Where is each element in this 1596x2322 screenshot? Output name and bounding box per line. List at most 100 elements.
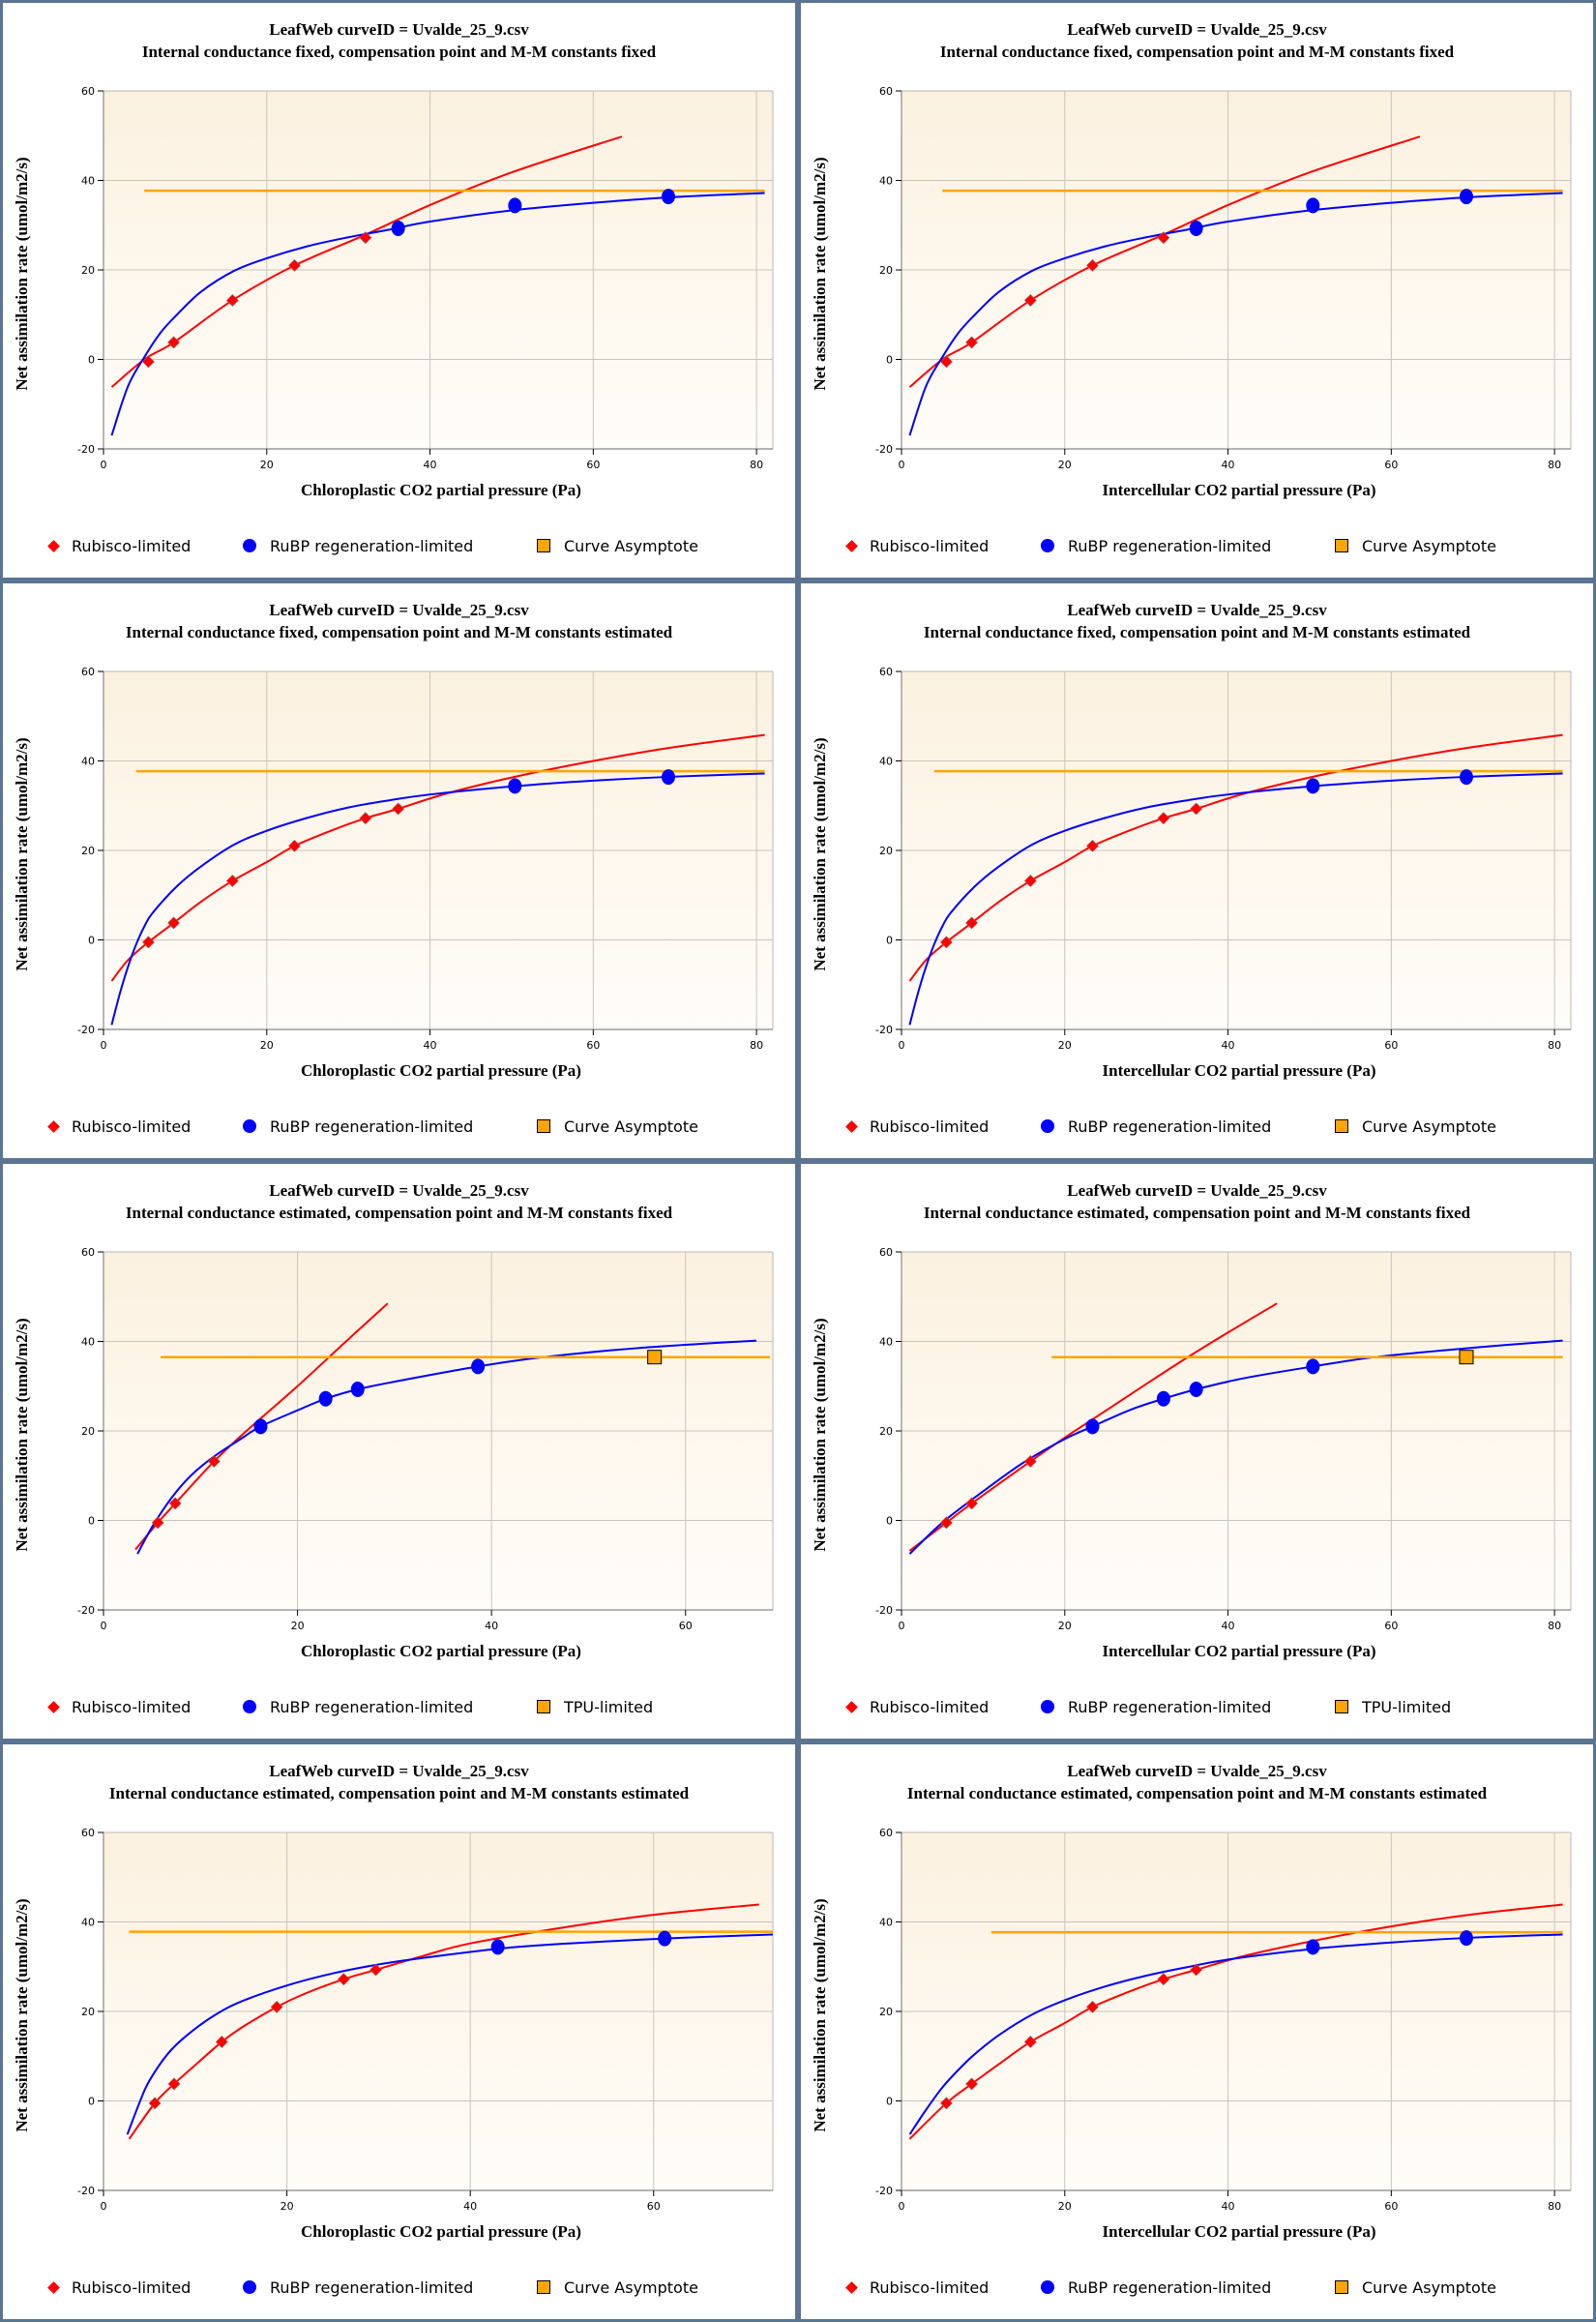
rubisco-point xyxy=(965,336,978,349)
rubisco-fit-curve xyxy=(110,733,765,982)
legend-label: RuBP regeneration-limited xyxy=(270,536,474,555)
legend-item-rubp: RuBP regeneration-limited xyxy=(1041,534,1271,557)
diamond-marker-icon xyxy=(845,539,858,552)
chart-title: LeafWeb curveID = Uvalde_25_9.csv xyxy=(1067,1181,1327,1200)
chart-title: LeafWeb curveID = Uvalde_25_9.csv xyxy=(1067,601,1327,619)
rubp-point xyxy=(350,1381,365,1397)
rubisco-fit-curve xyxy=(908,135,1421,388)
y-tick-label: 40 xyxy=(879,175,893,188)
circle-marker-icon xyxy=(243,1700,256,1713)
legend: Rubisco-limited RuBP regeneration-limite… xyxy=(3,1115,795,1138)
x-tick-label: 60 xyxy=(679,1620,693,1632)
x-axis-label: Intercellular CO2 partial pressure (Pa) xyxy=(1102,2222,1376,2241)
legend-item-asymptote: Curve Asymptote xyxy=(1335,1115,1496,1138)
legend: Rubisco-limited RuBP regeneration-limite… xyxy=(3,534,795,557)
rubisco-fit-curve xyxy=(128,1903,759,2140)
tpu-point xyxy=(647,1350,663,1365)
legend-item-rubp: RuBP regeneration-limited xyxy=(243,1695,473,1718)
rubp-point xyxy=(1306,778,1320,794)
x-tick-label: 20 xyxy=(260,1039,274,1052)
x-tick-label: 20 xyxy=(1058,2200,1072,2213)
chart-title: LeafWeb curveID = Uvalde_25_9.csv xyxy=(1067,20,1327,39)
y-axis-label: Net assimilation rate (umol/m2/s) xyxy=(811,1898,829,2132)
y-axis-label: Net assimilation rate (umol/m2/s) xyxy=(13,157,31,391)
rubisco-fit-curve xyxy=(908,1302,1278,1552)
y-tick-label: 40 xyxy=(879,756,893,768)
x-tick-label: 60 xyxy=(1384,1039,1398,1052)
chart-panel-6: LeafWeb curveID = Uvalde_25_9.csv Intern… xyxy=(798,1161,1596,1742)
rubisco-fit-curve xyxy=(110,135,623,388)
rubp-point xyxy=(661,189,675,205)
x-tick-label: 40 xyxy=(485,1620,498,1632)
y-tick-label: 60 xyxy=(879,1246,893,1259)
legend-item-asymptote: Curve Asymptote xyxy=(537,534,698,557)
legend: Rubisco-limited RuBP regeneration-limite… xyxy=(3,2276,795,2299)
chart-title: LeafWeb curveID = Uvalde_25_9.csv xyxy=(1067,1762,1327,1780)
y-tick-label: 0 xyxy=(88,1515,95,1528)
rubp-point xyxy=(1306,1358,1320,1375)
rubisco-point xyxy=(167,2077,181,2091)
rubisco-point xyxy=(1023,875,1037,887)
legend-label: RuBP regeneration-limited xyxy=(1068,2277,1272,2297)
rubp-point xyxy=(1459,769,1473,786)
x-axis-label: Chloroplastic CO2 partial pressure (Pa) xyxy=(301,2222,581,2241)
chart-panel-1: LeafWeb curveID = Uvalde_25_9.csv Intern… xyxy=(0,0,798,580)
legend-label: Rubisco-limited xyxy=(870,1116,990,1136)
legend-label: RuBP regeneration-limited xyxy=(270,1116,474,1136)
legend-item-rubisco: Rubisco-limited xyxy=(47,534,192,557)
x-tick-label: 0 xyxy=(101,459,107,471)
legend-label: Curve Asymptote xyxy=(564,536,698,555)
rubisco-point xyxy=(1157,231,1170,245)
rubp-point xyxy=(1156,1390,1170,1407)
rubisco-point xyxy=(288,258,301,272)
legend-label: Curve Asymptote xyxy=(1362,1116,1496,1136)
x-axis-label: Chloroplastic CO2 partial pressure (Pa) xyxy=(301,1642,581,1660)
y-tick-label: 0 xyxy=(88,354,95,367)
y-tick-label: 20 xyxy=(879,264,893,277)
rubp-point xyxy=(391,220,405,236)
chart-title: LeafWeb curveID = Uvalde_25_9.csv xyxy=(269,601,529,619)
rubisco-point xyxy=(167,336,180,349)
x-tick-label: 40 xyxy=(424,459,437,471)
diamond-marker-icon xyxy=(47,1119,60,1133)
rubp-point xyxy=(661,769,675,786)
x-tick-label: 80 xyxy=(1548,1039,1561,1052)
rubisco-point xyxy=(1023,294,1037,307)
legend-label: RuBP regeneration-limited xyxy=(1068,536,1272,555)
rubp-point xyxy=(1189,220,1203,236)
x-tick-label: 20 xyxy=(1058,459,1072,471)
rubisco-point xyxy=(215,2036,228,2048)
rubisco-point xyxy=(270,2000,283,2013)
y-tick-label: -20 xyxy=(875,2185,893,2197)
x-tick-label: 0 xyxy=(899,2200,905,2213)
y-tick-label: -20 xyxy=(77,1604,95,1617)
rubp-fit-curve xyxy=(908,1933,1563,2135)
x-tick-label: 40 xyxy=(1222,2200,1235,2213)
x-tick-label: 60 xyxy=(586,1039,600,1052)
rubisco-point xyxy=(167,916,180,930)
legend-item-rubisco: Rubisco-limited xyxy=(47,1695,191,1718)
rubp-point xyxy=(658,1930,672,1947)
plot-svg: -20 0 20 40 60 0 20 40 60 80 xyxy=(77,666,774,1052)
square-marker-icon xyxy=(1335,1119,1348,1133)
rubisco-point xyxy=(141,936,155,949)
rubp-point xyxy=(490,1939,505,1955)
x-tick-label: 80 xyxy=(1548,2200,1561,2213)
x-tick-label: 20 xyxy=(260,459,274,471)
legend-label: Curve Asymptote xyxy=(1362,536,1496,555)
legend-label: RuBP regeneration-limited xyxy=(270,2277,474,2297)
y-tick-label: 60 xyxy=(81,85,95,98)
legend-label: Rubisco-limited xyxy=(72,536,192,555)
square-marker-icon xyxy=(1335,2280,1348,2294)
x-tick-label: 80 xyxy=(750,459,763,471)
rubisco-point xyxy=(1190,1963,1203,1977)
legend: Rubisco-limited RuBP regeneration-limite… xyxy=(801,1695,1593,1718)
rubisco-point xyxy=(939,1516,953,1530)
diamond-marker-icon xyxy=(845,1700,858,1713)
y-tick-label: 20 xyxy=(879,2006,893,2018)
y-tick-label: 0 xyxy=(886,935,893,947)
rubp-point xyxy=(318,1390,333,1407)
x-axis-label: Intercellular CO2 partial pressure (Pa) xyxy=(1102,1061,1376,1080)
rubisco-point xyxy=(168,1497,182,1510)
plot-marks xyxy=(908,1903,1563,2140)
